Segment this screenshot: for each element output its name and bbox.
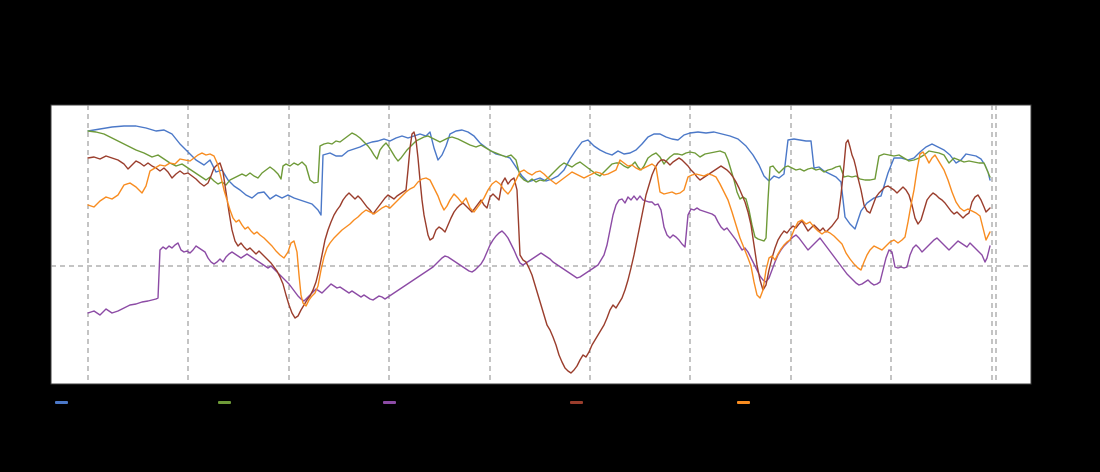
- series-blue-line: [87, 125, 991, 230]
- series-brown-line: [87, 131, 991, 374]
- series-orange-line: [87, 151, 991, 307]
- series-purple-line: [87, 195, 991, 316]
- legend-swatch-green: [218, 401, 231, 404]
- series-green-line: [87, 130, 991, 242]
- legend-swatch-blue: [55, 401, 68, 404]
- legend-swatch-orange: [737, 401, 750, 404]
- legend-swatch-purple: [383, 401, 396, 404]
- legend-swatch-brown: [570, 401, 583, 404]
- plot-area: [50, 104, 1032, 385]
